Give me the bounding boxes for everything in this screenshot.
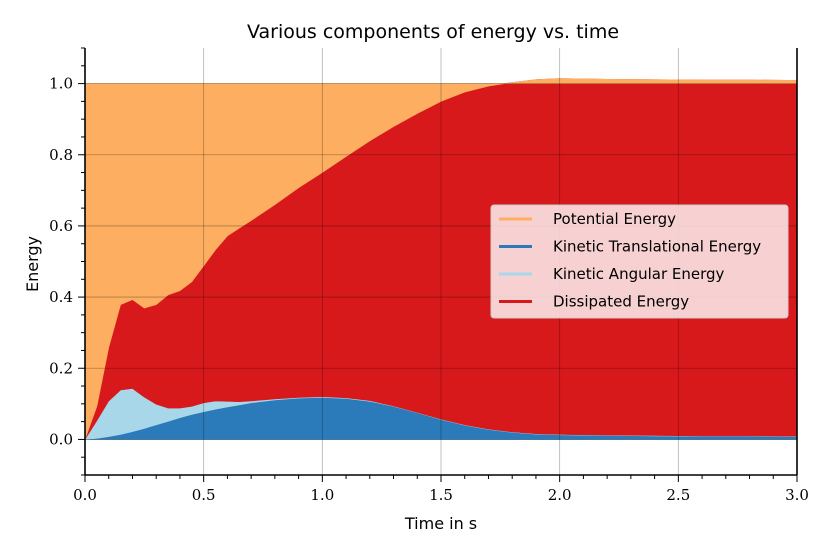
x-tick-label: 3.0 xyxy=(785,486,809,504)
y-axis-label: Energy xyxy=(23,236,42,292)
x-tick-label: 2.0 xyxy=(548,486,572,504)
legend-label: Kinetic Angular Energy xyxy=(553,265,725,283)
x-tick-label: 2.5 xyxy=(666,486,690,504)
x-axis-label: Time in s xyxy=(404,514,477,533)
y-tick-label: 0.0 xyxy=(49,430,73,448)
y-tick-label: 0.8 xyxy=(49,146,73,164)
y-tick-label: 1.0 xyxy=(49,75,73,93)
x-tick-label: 0.5 xyxy=(192,486,216,504)
y-tick-label: 0.6 xyxy=(49,217,73,235)
y-tick-label: 0.4 xyxy=(49,288,73,306)
legend-label: Kinetic Translational Energy xyxy=(553,238,761,256)
legend-label: Potential Energy xyxy=(553,210,676,228)
x-tick-label: 1.0 xyxy=(310,486,334,504)
x-tick-label: 1.5 xyxy=(429,486,453,504)
legend: Potential Energy Kinetic Translational En… xyxy=(490,204,789,319)
y-tick-label: 0.2 xyxy=(49,359,73,377)
chart-title: Various components of energy vs. time xyxy=(247,21,619,43)
legend-box xyxy=(490,204,789,319)
x-tick-label: 0.0 xyxy=(73,486,97,504)
legend-label: Dissipated Energy xyxy=(553,293,689,311)
